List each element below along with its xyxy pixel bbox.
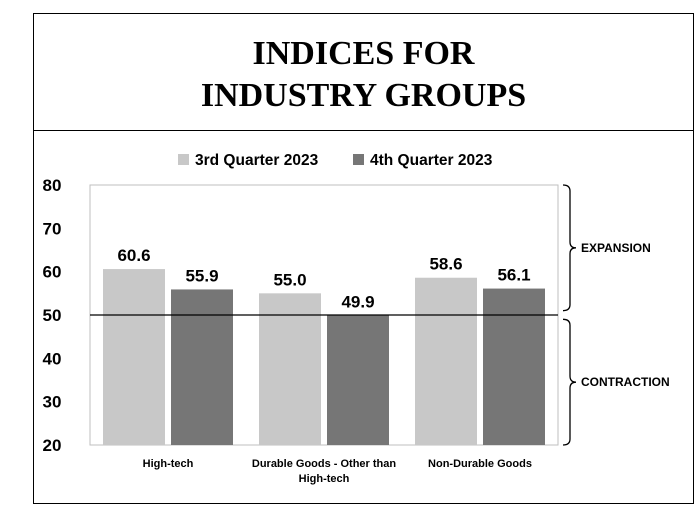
legend-swatch (353, 154, 364, 165)
y-tick-label: 40 (43, 349, 62, 368)
x-category-label: High-tech (143, 458, 194, 470)
bar (103, 269, 165, 445)
zone-brace (562, 184, 577, 312)
zone-brace (562, 318, 577, 446)
bar (259, 293, 321, 445)
x-category-label: Durable Goods - Other than (252, 458, 397, 470)
data-label: 60.6 (117, 246, 150, 265)
zone-label: CONTRACTION (581, 375, 670, 389)
data-label: 55.9 (185, 266, 218, 285)
legend-label: 4th Quarter 2023 (370, 152, 493, 169)
legend-swatch (178, 154, 189, 165)
y-tick-label: 60 (43, 263, 62, 282)
chart-title-line-2: INDUSTRY GROUPS (200, 77, 527, 114)
bar (171, 289, 233, 445)
title-box: INDICES FOR INDUSTRY GROUPS (34, 14, 693, 131)
bar (327, 315, 389, 445)
bar (415, 277, 477, 445)
y-tick-label: 50 (43, 306, 62, 325)
chart-title-line-1: INDICES FOR (252, 35, 475, 72)
bar (483, 288, 545, 445)
data-label: 49.9 (341, 292, 374, 311)
y-tick-label: 20 (43, 436, 62, 455)
x-category-label: High-tech (299, 473, 350, 485)
chart-frame: INDICES FOR INDUSTRY GROUPS (33, 13, 694, 504)
data-label: 55.0 (273, 270, 306, 289)
x-category-label: Non-Durable Goods (428, 458, 532, 470)
y-tick-label: 70 (43, 219, 62, 238)
y-tick-label: 80 (43, 176, 62, 195)
legend-label: 3rd Quarter 2023 (195, 152, 319, 169)
data-label: 56.1 (497, 266, 530, 285)
zone-label: EXPANSION (581, 241, 651, 255)
y-tick-label: 30 (43, 393, 62, 412)
data-label: 58.6 (429, 255, 462, 274)
